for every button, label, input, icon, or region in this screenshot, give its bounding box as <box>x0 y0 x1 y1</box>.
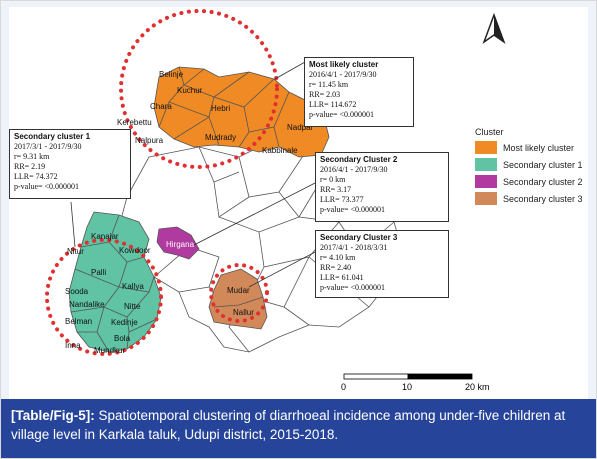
info-period: 2016/4/1 - 2017/9/30 <box>320 165 388 174</box>
most-likely-cluster-region <box>153 66 330 158</box>
legend-swatch <box>475 141 497 154</box>
legend-swatch <box>475 175 497 188</box>
figure-caption: [Table/Fig-5]: Spatiotemporal clustering… <box>1 399 596 458</box>
info-pvalue: p-value= <0.000001 <box>320 205 386 214</box>
info-llr: LLR= 73.377 <box>320 195 364 204</box>
village-labels: Belinje Kuchur Chara Hebri Kerebettu Nad… <box>65 70 313 355</box>
info-rr: RR= 3.17 <box>320 185 352 194</box>
info-period: 2017/3/1 - 2017/9/30 <box>14 142 82 151</box>
legend-title: Cluster <box>475 127 504 137</box>
map-panel: Belinje Kuchur Chara Hebri Kerebettu Nad… <box>9 7 588 399</box>
scale-bar: 0 10 20 km <box>341 373 490 392</box>
village-label: Sooda <box>65 287 89 296</box>
village-label: Kedinje <box>111 318 138 327</box>
village-label: Belinje <box>159 70 184 79</box>
info-pvalue: p-value= <0.000001 <box>309 110 375 119</box>
village-label: Chara <box>150 102 172 111</box>
village-label: Kowdoor <box>119 246 151 255</box>
village-label: Kerebettu <box>117 118 152 127</box>
caption-tag: [Table/Fig-5]: <box>11 408 95 423</box>
village-label: Kuchur <box>177 86 203 95</box>
village-label: Nadpal <box>287 123 313 132</box>
info-llr: LLR= 61.041 <box>320 273 364 282</box>
legend-label: Secondary cluster 3 <box>503 193 583 204</box>
village-label: Hebri <box>211 104 230 113</box>
info-title: Secondary cluster 1 <box>14 132 91 141</box>
village-label: Mundkur <box>94 346 125 355</box>
village-label: Mudrady <box>205 133 236 142</box>
legend-item: Secondary cluster 2 <box>475 175 583 188</box>
village-label: Belman <box>65 317 92 326</box>
scale-bar-segment-2 <box>407 373 473 380</box>
legend-swatch <box>475 158 497 171</box>
village-label: Bola <box>114 334 131 343</box>
legend-label: Secondary cluster 1 <box>503 159 583 170</box>
north-arrow <box>482 12 506 44</box>
legend-item: Secondary cluster 3 <box>475 192 583 205</box>
cluster-circles <box>45 9 279 356</box>
info-radius: r= 0 km <box>320 175 346 184</box>
village-label: Nalpura <box>135 136 164 145</box>
caption-text: Spatiotemporal clustering of diarrhoeal … <box>11 408 566 442</box>
north-arrow-fill <box>494 15 504 42</box>
callout-lines <box>70 61 318 288</box>
scale-bar-tick: 10 <box>402 382 412 392</box>
village-label: Kallya <box>122 282 144 291</box>
legend-label: Secondary cluster 2 <box>503 176 583 187</box>
most-likely-cluster-info: Most likely cluster 2016/4/1 - 2017/9/30… <box>304 57 414 127</box>
info-rr: RR= 2.19 <box>14 162 46 171</box>
village-label: Hirgana <box>166 240 195 249</box>
scale-bar-tick: 0 <box>341 382 346 392</box>
secondary-cluster-3-info: Secondary Cluster 3 2017/4/1 - 2018/3/31… <box>315 230 449 298</box>
info-llr: LLR= 114.672 <box>309 100 357 109</box>
village-label: Nitur <box>67 247 84 256</box>
village-label: Inna <box>65 341 81 350</box>
info-period: 2016/4/1 - 2017/9/30 <box>309 70 377 79</box>
info-radius: r= 9.31 km <box>14 152 50 161</box>
info-radius: r= 11.45 km <box>309 80 349 89</box>
legend-label: Most likely cluster <box>503 142 575 153</box>
secondary-cluster-2-info: Secondary Cluster 2 2016/4/1 - 2017/9/30… <box>315 152 449 222</box>
village-label: Mudar <box>227 286 250 295</box>
info-title: Most likely cluster <box>309 60 379 69</box>
legend-item: Most likely cluster <box>475 141 583 154</box>
legend-swatch <box>475 192 497 205</box>
secondary-cluster-1-circle <box>45 238 163 356</box>
secondary-cluster-1-region <box>68 211 162 353</box>
info-llr: LLR= 74.372 <box>14 172 58 181</box>
scale-bar-segment-1 <box>343 373 409 380</box>
info-pvalue: p-value= <0.000001 <box>14 182 80 191</box>
info-radius: r= 4.10 km <box>320 253 356 262</box>
info-title: Secondary Cluster 2 <box>320 155 398 164</box>
village-label: Palli <box>91 268 106 277</box>
map-legend: Cluster Most likely cluster Secondary cl… <box>475 127 583 209</box>
village-label: Nandalike <box>69 300 105 309</box>
scale-bar-tick: 20 km <box>465 382 490 392</box>
most-likely-cluster-circle <box>119 9 279 169</box>
village-label: Kanajar <box>91 232 119 241</box>
info-rr: RR= 2.40 <box>320 263 352 272</box>
secondary-cluster-3-circle <box>209 263 269 323</box>
info-rr: RR= 2.03 <box>309 90 341 99</box>
legend-item: Secondary cluster 1 <box>475 158 583 171</box>
village-label: Nitte <box>124 302 141 311</box>
info-period: 2017/4/1 - 2018/3/31 <box>320 243 388 252</box>
secondary-cluster-1-info: Secondary cluster 1 2017/3/1 - 2017/9/30… <box>9 129 131 199</box>
secondary-cluster-3-region <box>208 268 268 330</box>
secondary-cluster-2-region <box>156 226 200 260</box>
info-pvalue: p-value= <0.000001 <box>320 283 386 292</box>
info-title: Secondary Cluster 3 <box>320 233 398 242</box>
village-label: Nallur <box>233 308 254 317</box>
village-label: Kabbinale <box>262 146 298 155</box>
